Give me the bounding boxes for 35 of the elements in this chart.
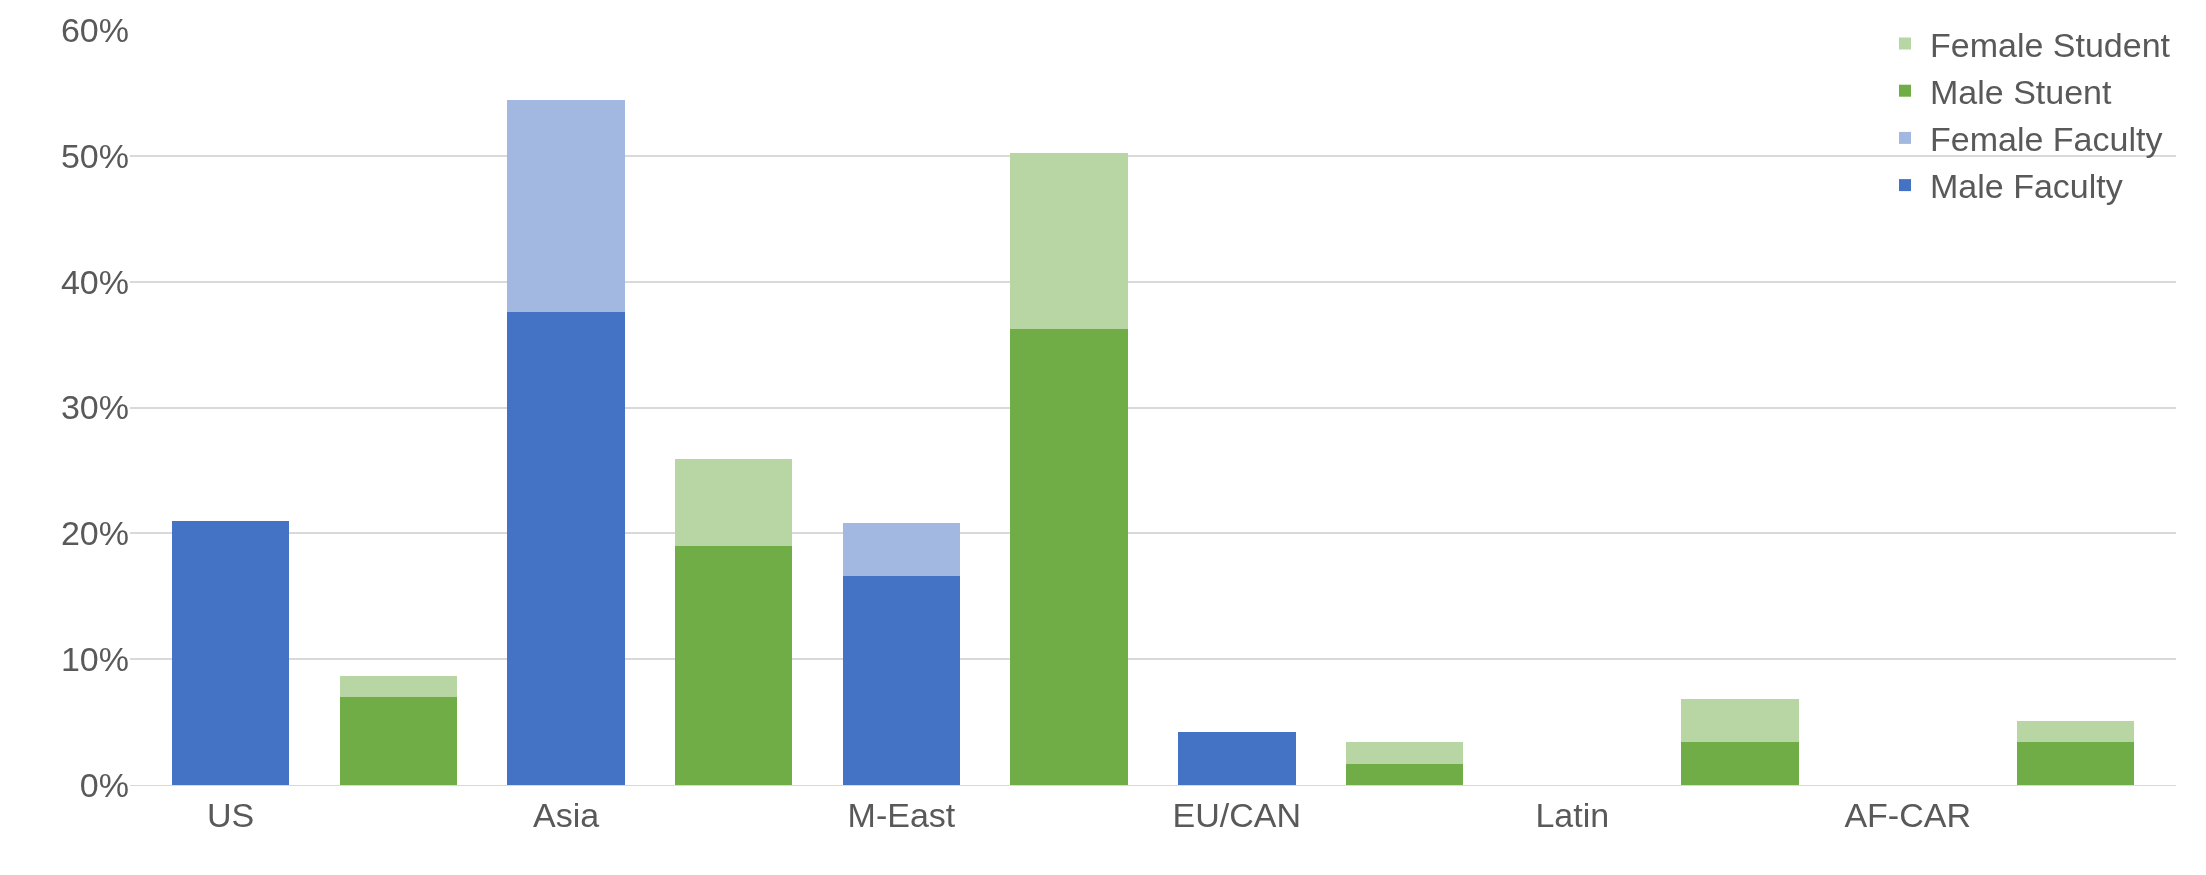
bar bbox=[842, 576, 961, 785]
bar bbox=[1178, 732, 1296, 785]
y-tick-label: 60% bbox=[60, 10, 129, 49]
bar bbox=[675, 545, 793, 785]
bar bbox=[1681, 699, 1799, 743]
x-tick-label: Latin bbox=[1535, 795, 1610, 834]
y-tick-label: 0% bbox=[79, 765, 129, 804]
bar bbox=[507, 100, 625, 312]
legend-label: Male Stuent bbox=[1930, 72, 2112, 111]
bar bbox=[507, 311, 625, 785]
bar bbox=[339, 675, 458, 697]
bar bbox=[339, 696, 458, 785]
x-tick-label: EU/CAN bbox=[1172, 795, 1302, 834]
y-tick-label: 10% bbox=[60, 640, 129, 679]
x-tick-label: US bbox=[207, 795, 255, 834]
legend-label: Female Student bbox=[1930, 25, 2171, 64]
legend-label: Male Faculty bbox=[1930, 167, 2123, 206]
x-tick-label: AF-CAR bbox=[1844, 795, 1971, 834]
bar bbox=[171, 520, 290, 785]
x-tick-label: M-East bbox=[847, 795, 956, 834]
x-tick-label: Asia bbox=[532, 795, 600, 834]
bar bbox=[675, 459, 793, 546]
bar bbox=[1010, 153, 1128, 330]
bar bbox=[842, 523, 961, 577]
bar bbox=[1681, 742, 1799, 785]
bar bbox=[2016, 742, 2135, 785]
bar bbox=[1345, 763, 1464, 785]
bar bbox=[2016, 720, 2135, 743]
y-tick-label: 40% bbox=[60, 262, 129, 301]
bar bbox=[1010, 329, 1128, 785]
legend-label: Female Faculty bbox=[1930, 120, 2163, 159]
y-tick-label: 20% bbox=[60, 514, 129, 553]
y-tick-label: 30% bbox=[60, 388, 129, 427]
bar bbox=[1345, 742, 1464, 764]
y-tick-label: 50% bbox=[60, 136, 129, 175]
